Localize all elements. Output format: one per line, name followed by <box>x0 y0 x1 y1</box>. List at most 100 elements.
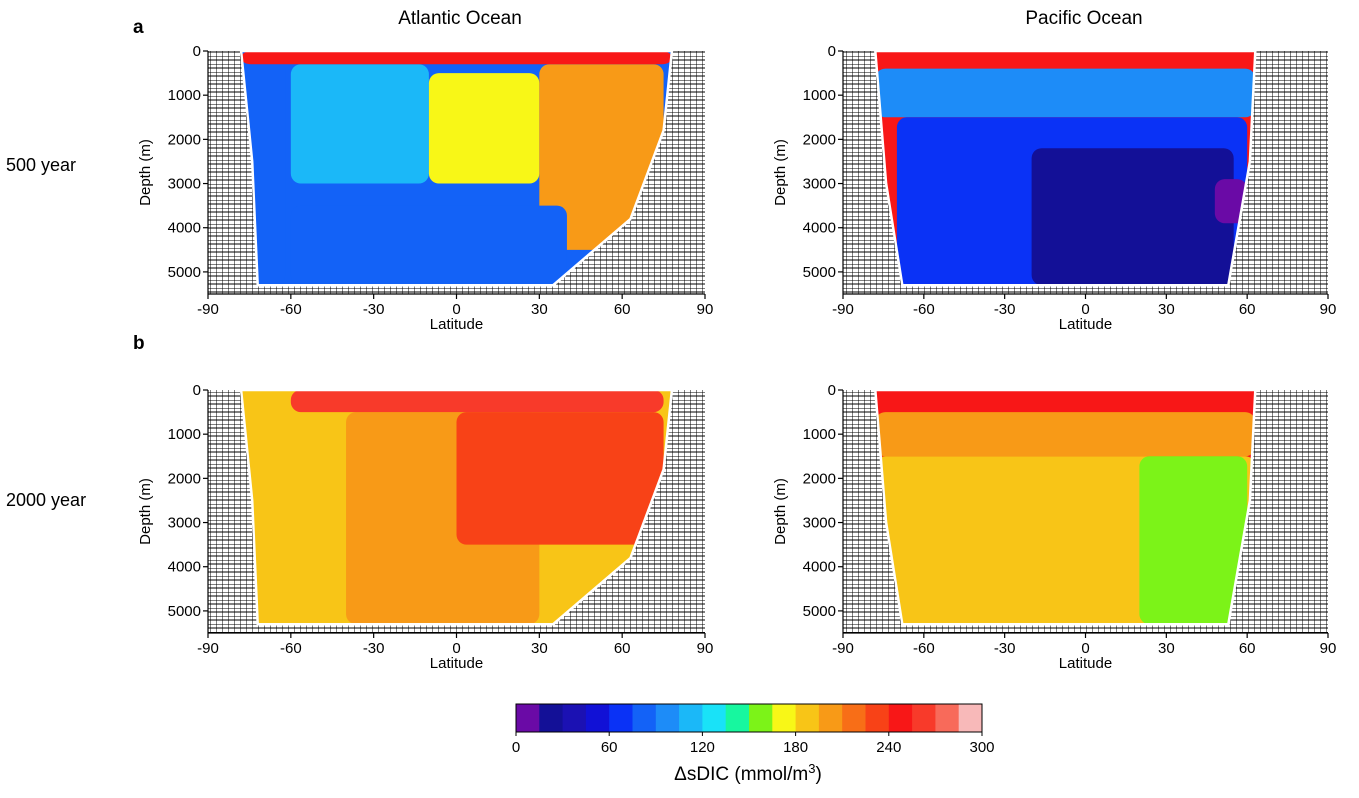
x-tick-label: 60 <box>614 301 631 318</box>
field-region-0 <box>875 51 1256 69</box>
colorbar-swatch <box>725 704 750 732</box>
y-axis-label: Depth (m) <box>137 139 154 206</box>
colorbar-tick-label: 120 <box>690 739 715 756</box>
x-tick-label: -30 <box>363 640 385 657</box>
y-tick-label: 5000 <box>803 603 836 620</box>
ocean-field <box>875 51 1256 286</box>
colorbar: 0 60 120 180 240 300 <box>512 703 995 756</box>
y-tick-label: 4000 <box>168 220 201 237</box>
y-axis-label: Depth (m) <box>137 478 154 545</box>
field-region-3 <box>539 64 664 250</box>
x-axis-label: Latitude <box>430 316 483 333</box>
colorbar-swatch <box>702 704 727 732</box>
coastline <box>873 49 1257 287</box>
x-axis-label: Latitude <box>430 655 483 672</box>
y-tick-label: 1000 <box>168 426 201 443</box>
field-region-0 <box>875 390 1256 413</box>
colorbar-frame <box>515 703 983 733</box>
x-tick-label: 30 <box>531 301 548 318</box>
x-tick-label: -90 <box>832 301 854 318</box>
y-axis-label: Depth (m) <box>772 139 789 206</box>
colorbar-swatch <box>585 704 610 732</box>
y-tick-label: 1000 <box>803 426 836 443</box>
x-tick-label: 60 <box>614 640 631 657</box>
y-tick-label: 2000 <box>803 131 836 148</box>
colorbar-swatch <box>516 704 540 732</box>
y-tick-label: 3000 <box>803 176 836 193</box>
ocean-field <box>241 390 672 625</box>
field-region-3 <box>1031 148 1234 286</box>
y-tick-label: 3000 <box>168 176 201 193</box>
colorbar-swatch <box>679 704 703 732</box>
field-region-0 <box>241 390 347 625</box>
y-tick-label: 5000 <box>168 264 201 281</box>
colorbar-tick-label: 300 <box>969 739 994 756</box>
colorbar-title-sup: 3 <box>808 761 815 776</box>
colorbar-tick-label: 240 <box>876 739 901 756</box>
colorbar-swatch <box>842 704 866 732</box>
colorbar-title: ΔsDIC (mmol/m3) <box>674 761 822 785</box>
coastline <box>239 49 674 287</box>
x-axis-label: Latitude <box>1059 316 1112 333</box>
colorbar-tick-label: 0 <box>512 739 520 756</box>
x-axis-label: Latitude <box>1059 655 1112 672</box>
panel-b-pacific: 0 1000 2000 3000 4000 5000 -90 -60 -30 0 30 60 90 Lat… <box>772 382 1336 672</box>
x-tick-label: 30 <box>531 640 548 657</box>
field-region-3 <box>290 390 664 413</box>
y-tick-label: 1000 <box>168 87 201 104</box>
colorbar-swatch <box>865 704 890 732</box>
y-tick-label: 0 <box>193 43 201 60</box>
x-tick-label: -30 <box>994 640 1016 657</box>
x-tick-label: 0 <box>452 640 460 657</box>
colorbar-tick-label: 180 <box>783 739 808 756</box>
column-title-pacific: Pacific Ocean <box>1025 8 1142 29</box>
field-region-4 <box>290 205 567 286</box>
x-tick-label: -60 <box>913 301 935 318</box>
x-tick-label: -90 <box>832 640 854 657</box>
colorbar-swatch <box>818 704 843 732</box>
x-tick-label: -90 <box>197 301 219 318</box>
colorbar-swatch <box>795 704 820 732</box>
field-region-1 <box>290 64 429 184</box>
ocean-field <box>875 390 1256 625</box>
field-region-1 <box>875 412 1256 457</box>
y-tick-label: 0 <box>193 382 201 399</box>
x-tick-label: 0 <box>1081 640 1089 657</box>
coastline <box>239 388 674 626</box>
x-tick-label: 60 <box>1239 301 1256 318</box>
x-tick-label: -60 <box>280 301 302 318</box>
x-tick-label: -60 <box>913 640 935 657</box>
row-label-500-year: 500 year <box>6 155 76 175</box>
colorbar-swatch <box>912 704 936 732</box>
x-tick-label: -90 <box>197 640 219 657</box>
y-axis-label: Depth (m) <box>772 478 789 545</box>
colorbar-swatch <box>749 704 773 732</box>
field-region-2 <box>428 73 540 184</box>
colorbar-title-prefix: ΔsDIC (mmol/m <box>674 764 808 785</box>
colorbar-swatch <box>888 704 913 732</box>
field-region-5 <box>241 51 672 65</box>
y-tick-label: 5000 <box>168 603 201 620</box>
x-tick-label: 90 <box>697 640 714 657</box>
colorbar-swatch <box>655 704 680 732</box>
y-tick-label: 4000 <box>803 220 836 237</box>
y-tick-label: 1000 <box>803 87 836 104</box>
x-tick-label: -60 <box>280 640 302 657</box>
column-title-atlantic: Atlantic Ocean <box>398 8 522 29</box>
x-tick-label: 90 <box>697 301 714 318</box>
panel-label-a: a <box>133 17 144 38</box>
y-tick-label: 3000 <box>803 515 836 532</box>
colorbar-swatch <box>935 704 960 732</box>
y-tick-label: 5000 <box>803 264 836 281</box>
x-tick-label: 0 <box>1081 301 1089 318</box>
y-tick-label: 3000 <box>168 515 201 532</box>
y-tick-label: 2000 <box>168 131 201 148</box>
x-tick-label: 90 <box>1320 640 1337 657</box>
panel-a-atlantic: 0 1000 2000 3000 4000 5000 -90 -60 -30 0 30 60 90 Lat… <box>137 43 713 333</box>
colorbar-swatch <box>609 704 633 732</box>
y-tick-label: 2000 <box>803 470 836 487</box>
coastline <box>873 388 1257 626</box>
y-tick-label: 4000 <box>168 559 201 576</box>
colorbar-swatch <box>632 704 657 732</box>
